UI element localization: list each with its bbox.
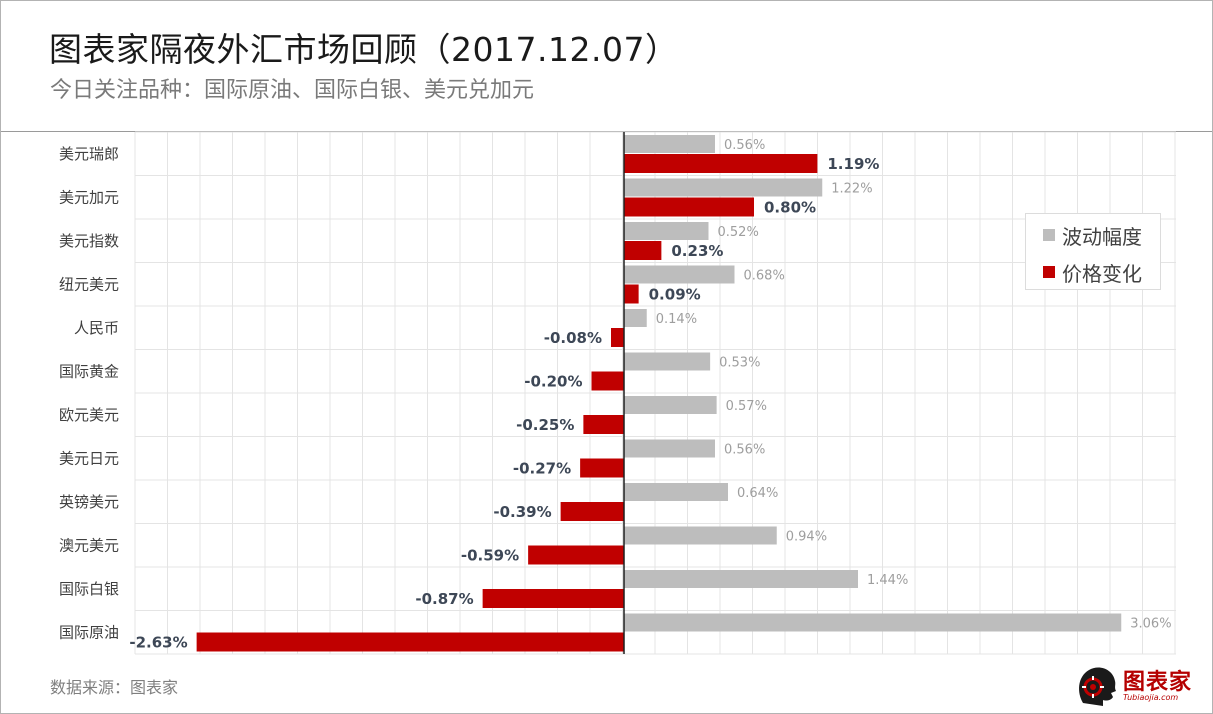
category-label: 纽元美元 xyxy=(59,275,119,293)
category-label: 英镑美元 xyxy=(59,493,119,511)
legend: 波动幅度 价格变化 xyxy=(1025,213,1161,290)
volatility-bar xyxy=(624,222,709,240)
chart-subtitle: 今日关注品种：国际原油、国际白银、美元兑加元 xyxy=(50,78,535,103)
price-change-value-label: -0.27% xyxy=(513,460,571,478)
category-label: 美元日元 xyxy=(59,449,119,467)
logo-text: 图表家 xyxy=(1123,669,1193,695)
logo-head-icon xyxy=(1079,667,1116,706)
volatility-value-label: 3.06% xyxy=(1130,617,1171,632)
price-change-bar xyxy=(583,415,624,434)
volatility-value-label: 0.57% xyxy=(726,399,767,414)
price-change-bar xyxy=(591,371,624,391)
price-change-bar xyxy=(624,197,754,217)
volatility-value-label: 0.52% xyxy=(718,225,759,240)
price-change-bar xyxy=(482,589,624,608)
price-change-bar xyxy=(624,154,818,173)
legend-item-change: 价格变化 xyxy=(1043,260,1142,286)
volatility-value-label: 0.68% xyxy=(744,269,785,284)
volatility-bar xyxy=(624,309,647,327)
volatility-value-label: 0.64% xyxy=(737,486,778,501)
price-change-value-label: -0.25% xyxy=(516,416,574,434)
category-label: 美元加元 xyxy=(59,188,119,206)
price-change-bar xyxy=(580,458,624,478)
price-change-value-label: 0.09% xyxy=(649,286,701,304)
category-label: 国际原油 xyxy=(59,623,119,641)
category-label: 美元指数 xyxy=(59,232,119,250)
price-change-value-label: -2.63% xyxy=(129,634,187,652)
chart-title: 图表家隔夜外汇市场回顾（2017.12.07） xyxy=(49,30,679,69)
price-change-value-label: -0.39% xyxy=(493,503,551,521)
price-change-value-label: 0.80% xyxy=(764,199,816,217)
volatility-bar xyxy=(624,396,717,414)
volatility-value-label: 0.94% xyxy=(786,530,827,545)
legend-label-change: 价格变化 xyxy=(1062,261,1142,286)
price-change-bar xyxy=(528,545,624,565)
volatility-bar xyxy=(624,570,858,588)
volatility-value-label: 0.56% xyxy=(724,138,765,153)
volatility-value-label: 0.53% xyxy=(719,356,760,371)
volatility-value-label: 0.56% xyxy=(724,443,765,458)
price-change-bar xyxy=(624,284,639,304)
volatility-bar xyxy=(624,613,1122,632)
price-change-value-label: -0.59% xyxy=(461,547,519,565)
volatility-bar xyxy=(624,135,715,153)
category-label: 人民币 xyxy=(74,319,119,337)
price-change-value-label: -0.08% xyxy=(544,329,602,347)
price-change-value-label: -0.20% xyxy=(524,373,582,391)
legend-swatch-change xyxy=(1043,266,1055,278)
legend-item-volatility: 波动幅度 xyxy=(1043,223,1142,249)
price-change-value-label: 1.19% xyxy=(827,155,879,173)
volatility-bar xyxy=(624,352,711,371)
legend-label-volatility: 波动幅度 xyxy=(1062,224,1142,249)
brand-logo: 图表家 Tubiaojia.com xyxy=(1073,663,1193,709)
category-label: 欧元美元 xyxy=(59,406,119,424)
category-label: 澳元美元 xyxy=(59,536,119,554)
price-change-value-label: -0.87% xyxy=(415,590,473,608)
category-label: 美元瑞郎 xyxy=(59,145,119,163)
volatility-value-label: 1.22% xyxy=(831,182,872,197)
volatility-bar xyxy=(624,178,823,197)
volatility-bar xyxy=(624,526,777,545)
volatility-bar xyxy=(624,483,728,501)
price-change-value-label: 0.23% xyxy=(671,242,723,260)
logo-subtext: Tubiaojia.com xyxy=(1123,693,1179,702)
legend-swatch-volatility xyxy=(1043,229,1055,241)
volatility-bar xyxy=(624,439,715,458)
price-change-bar xyxy=(560,502,624,521)
price-change-bar xyxy=(624,241,662,260)
category-label: 国际白银 xyxy=(59,580,119,598)
source-note: 数据来源：图表家 xyxy=(50,678,179,697)
volatility-value-label: 1.44% xyxy=(867,573,908,588)
volatility-value-label: 0.14% xyxy=(656,312,697,327)
category-label: 国际黄金 xyxy=(59,362,119,380)
price-change-bar xyxy=(611,328,624,347)
price-change-bar xyxy=(196,632,624,652)
volatility-bar xyxy=(624,265,735,284)
